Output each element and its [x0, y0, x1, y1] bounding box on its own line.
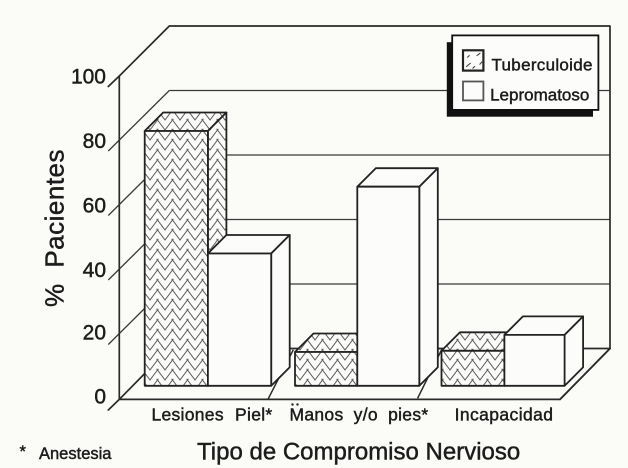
svg-text:Tuberculoide: Tuberculoide — [492, 55, 593, 74]
svg-text:Lesiones Piel*: Lesiones Piel* — [151, 405, 272, 425]
svg-text:20: 20 — [83, 321, 106, 344]
svg-text:Incapacidad: Incapacidad — [455, 405, 554, 425]
svg-text:Lepromatoso: Lepromatoso — [490, 85, 589, 104]
svg-text:40: 40 — [83, 259, 106, 282]
svg-text:Tipo de Compromiso Nervioso: Tipo de Compromiso Nervioso — [197, 439, 520, 466]
svg-text:0: 0 — [94, 385, 106, 408]
svg-text:% Pacientes: % Pacientes — [40, 149, 70, 307]
svg-text:Manos y/o pies*: Manos y/o pies* — [289, 405, 428, 425]
svg-text:100: 100 — [71, 66, 106, 89]
svg-text:Anestesia: Anestesia — [39, 445, 112, 463]
svg-text:80: 80 — [83, 130, 106, 153]
svg-text:60: 60 — [83, 194, 106, 217]
svg-text:*: * — [20, 443, 27, 461]
